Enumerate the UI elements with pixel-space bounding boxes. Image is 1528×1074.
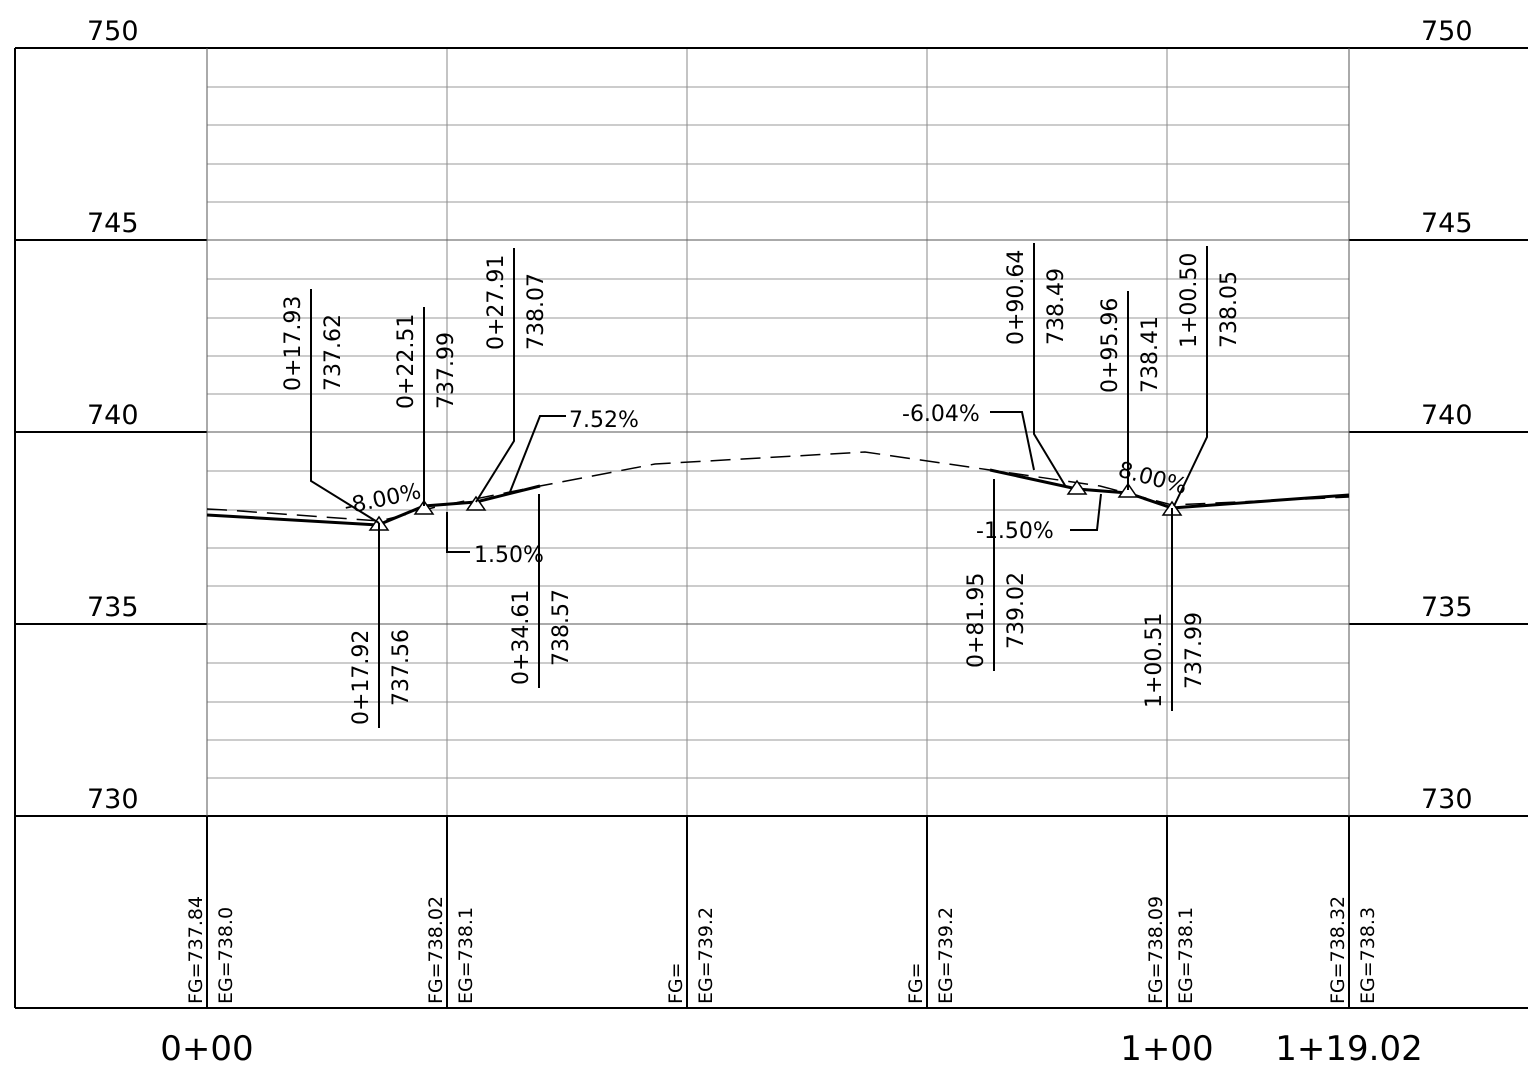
grade-label: -6.04% xyxy=(902,402,980,427)
point-station-label: 1+00.51 xyxy=(1142,613,1167,708)
point-station-label: 0+34.61 xyxy=(509,590,534,685)
existing-ground-line xyxy=(206,451,1350,522)
station-label-0-00: 0+00 xyxy=(160,1029,253,1069)
elev-label-740: 740 xyxy=(87,400,139,431)
elev-label-735: 735 xyxy=(1421,592,1473,623)
point-elevation-label: 738.05 xyxy=(1217,271,1242,348)
band-fg-value: FG=737.84 xyxy=(185,896,207,1004)
point-station-label: 0+17.93 xyxy=(281,296,306,391)
band-fg-value: FG=738.32 xyxy=(1327,896,1349,1004)
grade-label: 1.50% xyxy=(474,543,544,568)
minor-grid xyxy=(207,86,1349,779)
data-band: FG=737.84 EG=738.0 FG=738.02 EG=738.1 FG… xyxy=(185,896,1379,1004)
point-labels-above: 0+17.93 737.62 0+22.51 737.99 0+27.91 73… xyxy=(281,250,1242,409)
grade-label: -1.50% xyxy=(976,519,1054,544)
band-eg-value: EG=739.2 xyxy=(695,907,717,1004)
point-station-label: 1+00.50 xyxy=(1177,253,1202,348)
elev-label-745: 745 xyxy=(1421,208,1473,239)
point-elevation-label: 738.41 xyxy=(1138,316,1163,393)
elev-label-750: 750 xyxy=(1421,16,1473,47)
point-elevation-label: 737.62 xyxy=(321,314,346,391)
elev-label-730: 730 xyxy=(1421,784,1473,815)
band-eg-value: EG=738.0 xyxy=(215,907,237,1004)
point-marker xyxy=(1066,479,1088,495)
elevation-labels-left: 750 745 740 735 730 xyxy=(87,16,139,815)
station-label-1-00: 1+00 xyxy=(1120,1029,1213,1069)
point-marker xyxy=(465,495,487,511)
point-elevation-label: 738.07 xyxy=(524,273,549,350)
elev-label-745: 745 xyxy=(87,208,139,239)
grade-label: -8.00% xyxy=(342,479,423,520)
point-elevation-label: 738.57 xyxy=(549,589,574,666)
point-elevation-label: 737.99 xyxy=(434,332,459,409)
inner-grid-edges xyxy=(206,48,1350,816)
elev-label-740: 740 xyxy=(1421,400,1473,431)
point-markers xyxy=(368,479,1183,531)
point-marker xyxy=(413,499,435,515)
elev-label-735: 735 xyxy=(87,592,139,623)
band-eg-value: EG=739.2 xyxy=(935,907,957,1004)
band-ticks xyxy=(206,816,1350,1008)
elevation-labels-right: 750 745 740 735 730 xyxy=(1421,16,1473,815)
band-eg-value: EG=738.1 xyxy=(455,907,477,1004)
point-elevation-label: 737.99 xyxy=(1182,612,1207,689)
leader-lines xyxy=(310,243,1208,728)
point-station-label: 0+22.51 xyxy=(394,314,419,409)
point-labels-below: 0+17.92 737.56 0+34.61 738.57 0+81.95 73… xyxy=(349,572,1207,725)
band-fg-value: FG=738.02 xyxy=(425,896,447,1004)
point-station-label: 0+95.96 xyxy=(1098,298,1123,393)
point-station-label: 0+81.95 xyxy=(964,573,989,668)
band-eg-value: EG=738.3 xyxy=(1357,907,1379,1004)
band-fg-value: FG= xyxy=(905,962,927,1004)
grade-label: 7.52% xyxy=(569,408,639,433)
point-marker xyxy=(1117,482,1139,498)
station-label-1-19-02: 1+19.02 xyxy=(1275,1029,1422,1069)
major-grid xyxy=(14,47,1528,1009)
point-elevation-label: 737.56 xyxy=(389,629,414,706)
point-elevation-label: 739.02 xyxy=(1004,572,1029,649)
band-eg-value: EG=738.1 xyxy=(1175,907,1197,1004)
band-fg-value: FG=738.09 xyxy=(1145,896,1167,1004)
point-station-label: 0+17.92 xyxy=(349,630,374,725)
elev-label-750: 750 xyxy=(87,16,139,47)
elev-label-730: 730 xyxy=(87,784,139,815)
point-station-label: 0+90.64 xyxy=(1004,250,1029,345)
point-elevation-label: 738.49 xyxy=(1044,268,1069,345)
point-station-label: 0+27.91 xyxy=(484,255,509,350)
band-fg-value: FG= xyxy=(665,962,687,1004)
